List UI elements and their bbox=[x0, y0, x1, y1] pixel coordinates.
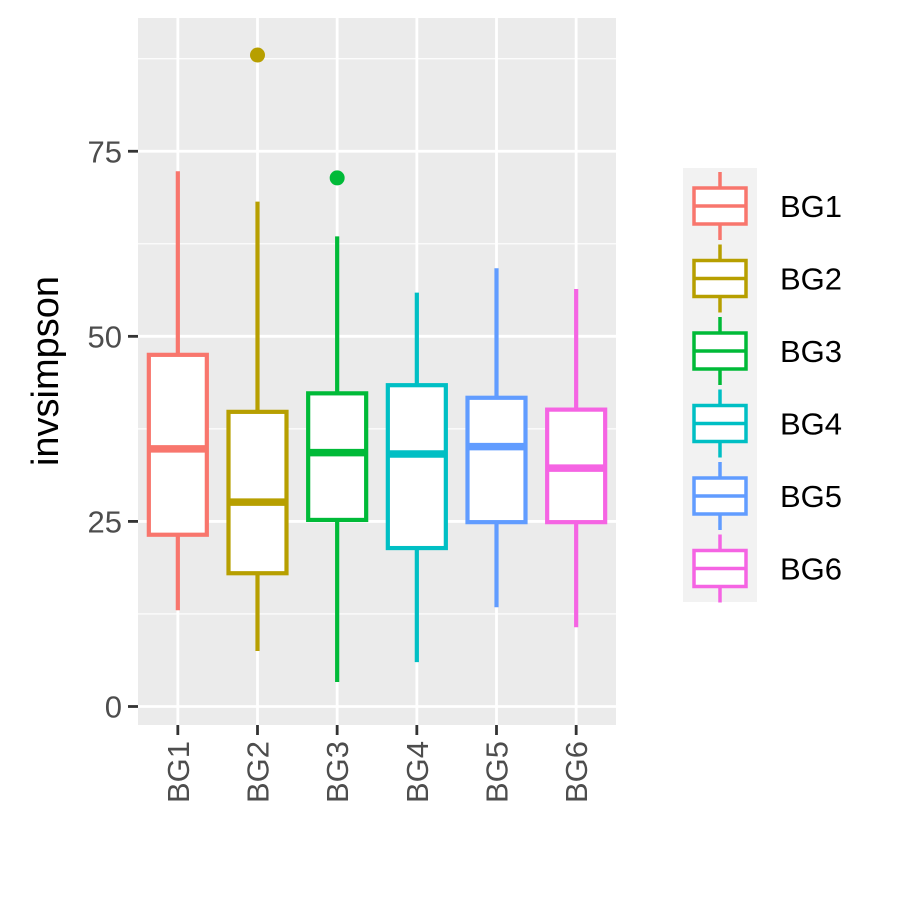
box-bg4 bbox=[385, 292, 448, 663]
legend-label: BG4 bbox=[780, 407, 842, 442]
x-tick-label: BG1 bbox=[161, 741, 196, 803]
legend-item-bg5: BG5 bbox=[692, 462, 842, 530]
iqr-box bbox=[385, 383, 448, 551]
iqr-box bbox=[465, 395, 528, 525]
x-tick-label: BG3 bbox=[320, 741, 355, 803]
legend-label: BG6 bbox=[780, 552, 842, 587]
box-bg5 bbox=[465, 268, 528, 608]
outlier-point bbox=[250, 47, 265, 63]
y-tick-label: 0 bbox=[105, 689, 122, 724]
x-tick-label: BG2 bbox=[241, 741, 276, 803]
legend-item-bg3: BG3 bbox=[692, 317, 842, 385]
box-bg1 bbox=[146, 171, 209, 611]
x-axis: BG1 BG2 BG3 BG4 BG5 BG6 bbox=[161, 725, 594, 803]
legend-item-bg2: BG2 bbox=[692, 244, 842, 313]
legend-label: BG5 bbox=[780, 479, 842, 514]
legend-item-bg6: BG6 bbox=[692, 534, 842, 603]
plot-panel bbox=[138, 18, 616, 725]
iqr-box bbox=[306, 391, 369, 523]
x-tick-label: BG6 bbox=[559, 741, 594, 803]
box-bg3 bbox=[306, 170, 369, 683]
legend: BG1 BG2 BG3 BG4 BG5 BG6 bbox=[683, 168, 842, 603]
y-tick-label: 75 bbox=[88, 134, 122, 169]
y-tick-label: 25 bbox=[88, 504, 122, 539]
y-axis-label: invsimpson bbox=[25, 276, 67, 466]
box-bg2 bbox=[226, 47, 289, 651]
y-tick-label: 50 bbox=[88, 319, 122, 354]
x-tick-label: BG4 bbox=[400, 741, 435, 803]
x-tick-label: BG5 bbox=[480, 741, 515, 803]
outlier-point bbox=[329, 170, 345, 186]
iqr-box bbox=[146, 352, 209, 537]
iqr-box bbox=[226, 409, 289, 576]
y-axis: 0 25 50 75 bbox=[88, 134, 138, 724]
legend-item-bg1: BG1 bbox=[692, 172, 842, 240]
legend-label: BG1 bbox=[780, 189, 842, 224]
legend-label: BG2 bbox=[780, 262, 842, 297]
legend-item-bg4: BG4 bbox=[692, 389, 842, 458]
boxplots bbox=[146, 47, 608, 683]
box-bg6 bbox=[545, 288, 608, 628]
legend-label: BG3 bbox=[780, 334, 842, 369]
